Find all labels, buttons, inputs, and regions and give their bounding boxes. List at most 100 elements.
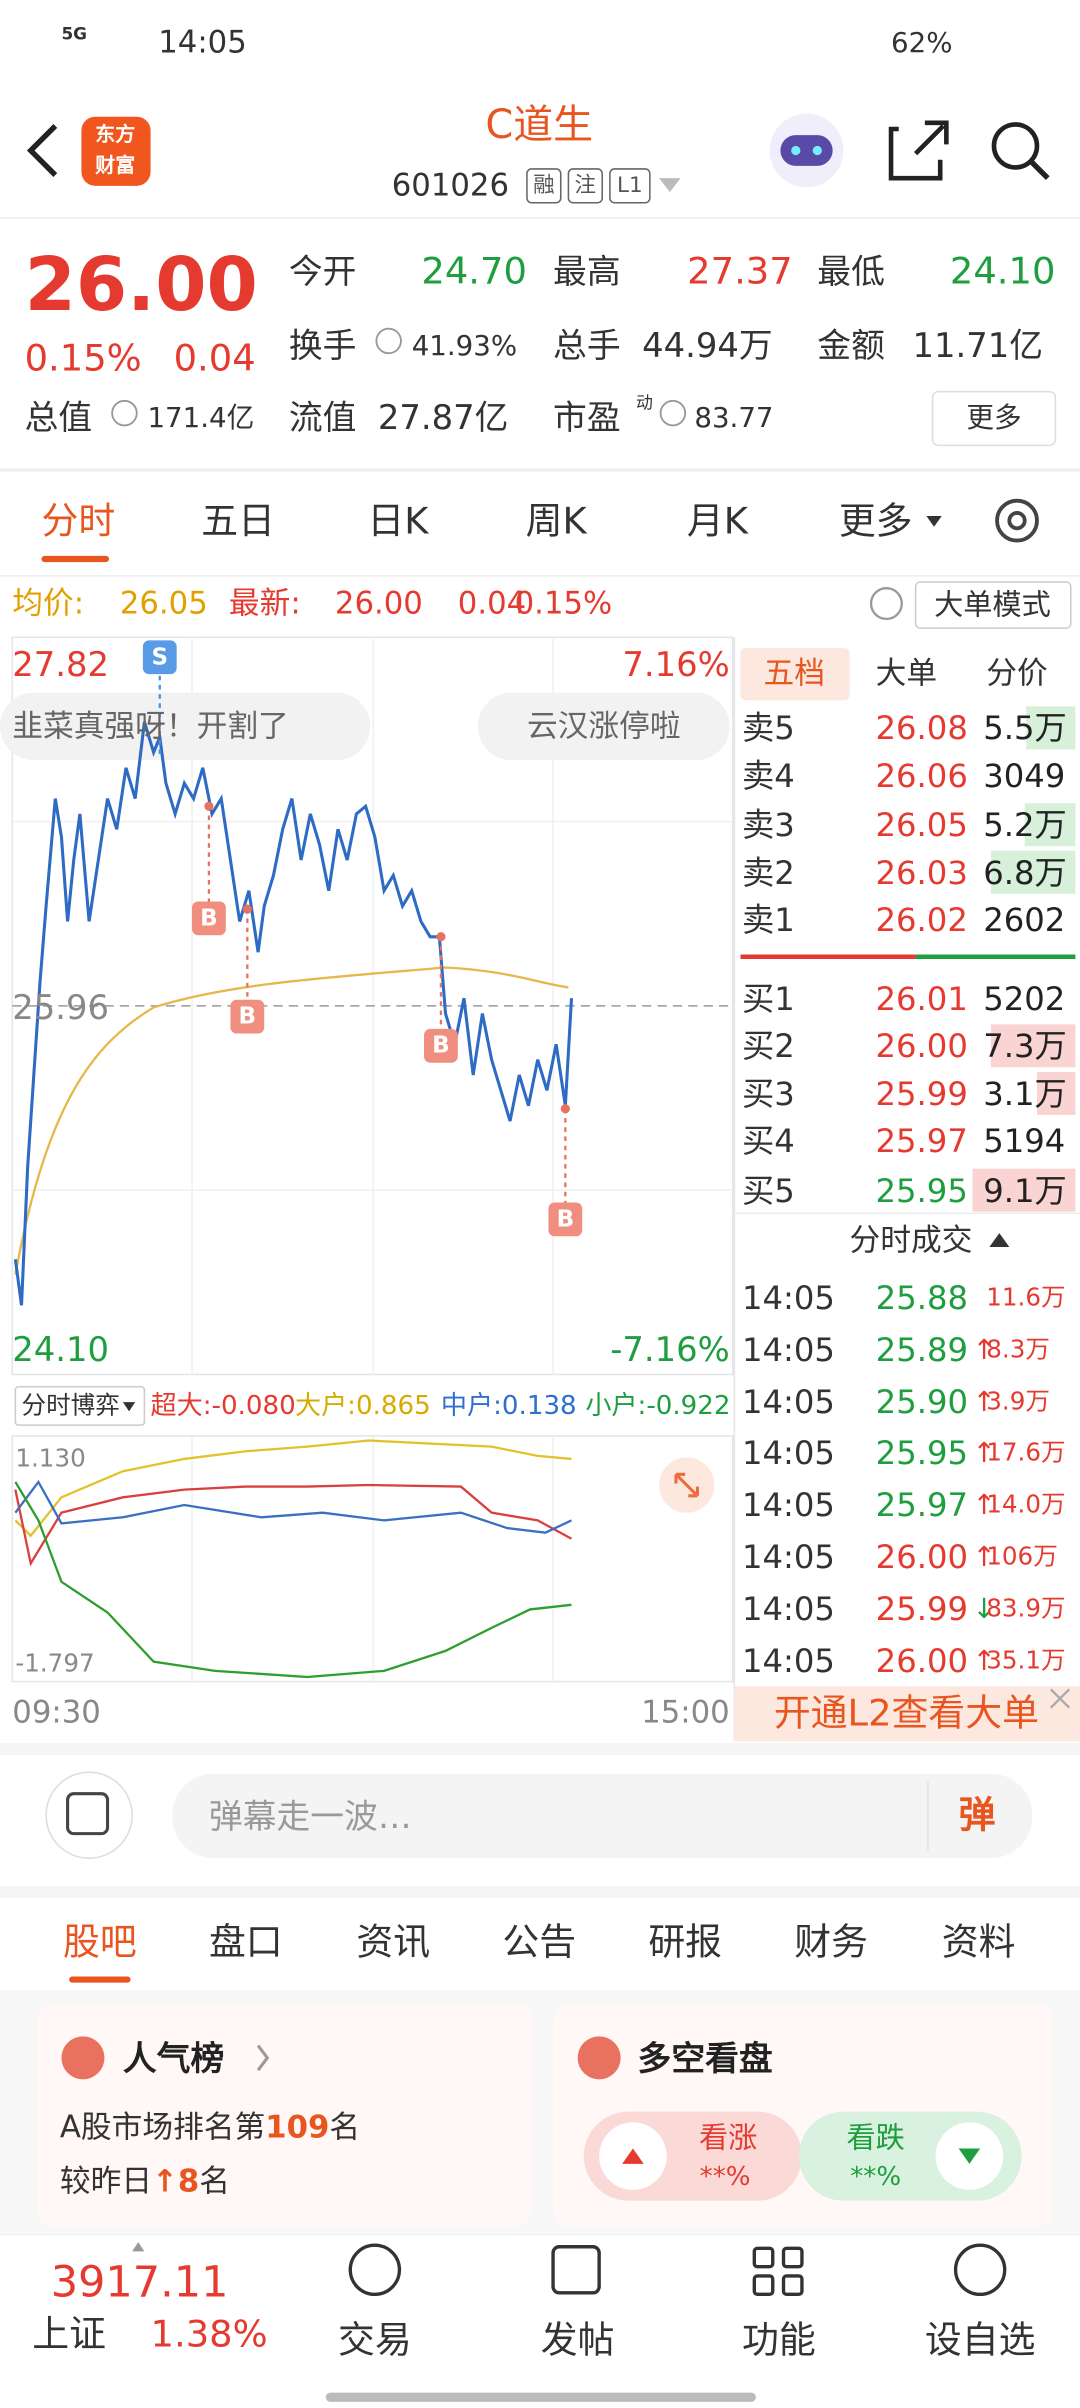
- axis-high-pct: 7.16%: [622, 645, 730, 685]
- card-title: 多空看盘: [637, 2038, 773, 2078]
- up-value: **%: [699, 2161, 751, 2192]
- trade-time: 14:05: [742, 1382, 835, 1421]
- stat-label: 今开: [288, 252, 357, 292]
- tab[interactable]: 周K: [525, 499, 587, 543]
- book-volume: 5.2万: [983, 805, 1067, 844]
- trade-time: 14:05: [742, 1434, 835, 1473]
- nav-item[interactable]: 交易: [337, 2318, 412, 2362]
- nav-item[interactable]: 设自选: [924, 2318, 1036, 2362]
- flow-item: 小户:-0.922: [585, 1390, 731, 1421]
- trade-volume: 14.0万: [986, 1489, 1066, 1519]
- mode-label[interactable]: 大单模式: [934, 587, 1051, 622]
- down-value: **%: [850, 2161, 902, 2192]
- up-label[interactable]: 看涨: [699, 2120, 758, 2155]
- comment-icon[interactable]: [45, 1771, 133, 1859]
- section-tab[interactable]: 股吧: [62, 1920, 137, 1964]
- nav-item[interactable]: 发帖: [540, 2318, 615, 2362]
- stat-value: 27.87亿: [377, 397, 509, 437]
- stock-tag: 注: [574, 173, 597, 199]
- rank-card[interactable]: [36, 2004, 532, 2227]
- tab[interactable]: 日K: [367, 499, 429, 543]
- trade-volume: 17.6万: [986, 1438, 1066, 1468]
- trade-arrow: ↑: [972, 1384, 996, 1418]
- time-end: 15:00: [641, 1694, 730, 1731]
- axis-prev-close: 25.96: [12, 987, 109, 1027]
- logo-text: 东方: [95, 122, 136, 147]
- book-price: 26.03: [875, 853, 968, 892]
- section-tab[interactable]: 研报: [648, 1920, 723, 1964]
- book-price: 26.06: [875, 756, 968, 795]
- tab[interactable]: 更多: [838, 499, 913, 543]
- stat-value: 44.94万: [642, 325, 773, 365]
- book-volume: 5202: [983, 979, 1066, 1018]
- book-price: 25.97: [875, 1122, 968, 1161]
- buy-marker: B: [238, 1003, 257, 1030]
- change: 0.04: [173, 337, 256, 381]
- average-line: [14, 966, 569, 1275]
- flow-item: 中户:0.138: [440, 1390, 577, 1421]
- trade-arrow: ↓: [972, 1591, 996, 1625]
- more-button[interactable]: [931, 390, 1057, 447]
- mode-button[interactable]: [914, 581, 1072, 629]
- book-tab[interactable]: 分价: [986, 656, 1048, 693]
- stat-label: 市盈: [553, 397, 621, 437]
- pe-mark: 动: [636, 392, 653, 413]
- book-volume: 6.8万: [983, 853, 1067, 892]
- rank-text: A股市场排名第: [59, 2109, 266, 2146]
- book-volume: 2602: [983, 901, 1066, 940]
- last-change: 0.04: [457, 585, 527, 622]
- book-volume: 5.5万: [983, 709, 1067, 748]
- section-tab[interactable]: 财务: [794, 1920, 868, 1964]
- back-icon[interactable]: [26, 124, 58, 177]
- axis-high: 27.82: [12, 645, 109, 685]
- trade-price: 25.89: [875, 1330, 968, 1369]
- settings-icon[interactable]: [995, 498, 1039, 543]
- tab[interactable]: 月K: [686, 499, 748, 543]
- book-label: 卖4: [742, 756, 795, 795]
- section-tab[interactable]: 盘口: [208, 1920, 283, 1964]
- section-tab[interactable]: 资讯: [356, 1920, 431, 1964]
- battery: 62%: [891, 26, 953, 60]
- l2-banner[interactable]: 开通L2查看大单: [773, 1692, 1039, 1736]
- more-button-label[interactable]: 更多: [966, 401, 1022, 435]
- tab[interactable]: 五日: [201, 499, 275, 543]
- last-pct: 0.15%: [514, 585, 613, 622]
- stat-label: 金额: [817, 325, 885, 365]
- flow-min: -1.797: [15, 1648, 95, 1678]
- comment-bubble: [477, 692, 730, 761]
- trade-time: 14:05: [742, 1537, 835, 1576]
- book-tab[interactable]: 五档: [763, 656, 825, 693]
- trade-price: 25.88: [875, 1279, 968, 1318]
- index-pct: 1.38%: [150, 2312, 268, 2356]
- trade-price: 25.95: [875, 1434, 968, 1473]
- section-tab[interactable]: 公告: [502, 1920, 577, 1964]
- down-label[interactable]: 看跌: [846, 2120, 905, 2155]
- stat-label: 换手: [288, 325, 357, 365]
- book-label: 买1: [742, 979, 795, 1018]
- stat-value: 11.71亿: [912, 325, 1044, 365]
- search-icon[interactable]: [991, 122, 1040, 170]
- section-tab[interactable]: 资料: [941, 1920, 1016, 1964]
- book-price: 25.99: [875, 1074, 968, 1113]
- last-price: 26.00: [334, 585, 423, 622]
- stat-label: 最低: [817, 252, 885, 292]
- comment-input[interactable]: [172, 1773, 1033, 1859]
- trade-time: 14:05: [742, 1279, 835, 1318]
- stat-value: 27.37: [687, 249, 793, 293]
- trade-volume: 35.1万: [986, 1645, 1066, 1675]
- trade-time: 14:05: [742, 1330, 835, 1369]
- share-icon[interactable]: [888, 120, 949, 181]
- stat-label: 最高: [553, 252, 621, 292]
- flow-label[interactable]: 分时博弈: [21, 1390, 120, 1420]
- comment-text: 韭菜真强呀！开割了: [12, 708, 289, 745]
- rank-arrow: ↑: [152, 2163, 178, 2200]
- book-tab[interactable]: 大单: [875, 656, 938, 693]
- stat-label: 流值: [288, 397, 357, 437]
- tab[interactable]: 分时: [41, 499, 116, 543]
- comment-button[interactable]: 弹: [958, 1793, 996, 1837]
- nav-item[interactable]: 功能: [742, 2318, 816, 2362]
- book-label: 卖5: [742, 709, 795, 748]
- comment-placeholder[interactable]: 弹幕走一波…: [208, 1797, 412, 1837]
- last-label: 最新:: [228, 585, 301, 622]
- index-name: 上证: [32, 2312, 106, 2356]
